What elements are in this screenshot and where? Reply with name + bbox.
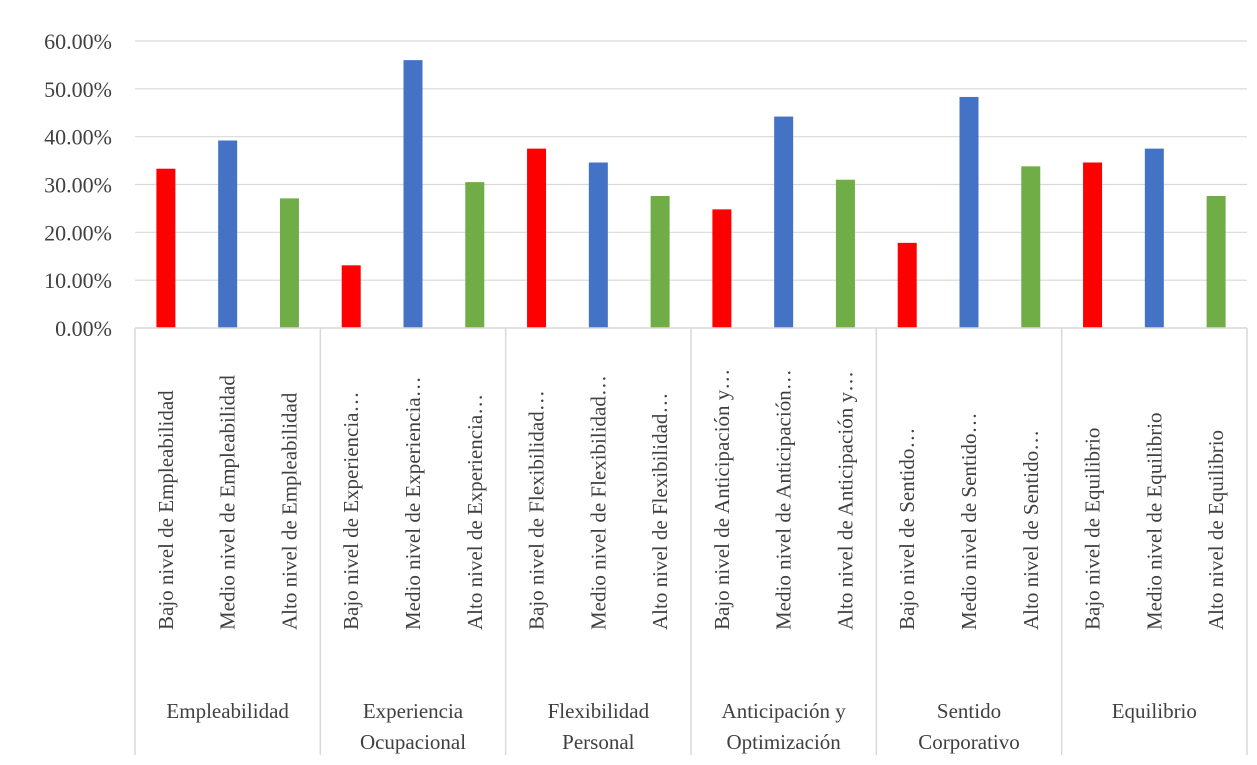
group-label: Experiencia: [363, 699, 464, 723]
y-tick-label: 0.00%: [55, 316, 112, 341]
bar-alto: [835, 179, 855, 328]
y-tick-label: 40.00%: [44, 125, 112, 150]
category-label: Alto nivel de Anticipación y…: [833, 371, 857, 630]
y-tick-label: 10.00%: [44, 268, 112, 293]
bars: [156, 60, 1226, 329]
x-axis: [134, 327, 1248, 755]
y-tick-label: 50.00%: [44, 77, 112, 102]
bar-bajo: [341, 265, 361, 328]
y-tick-label: 60.00%: [44, 29, 112, 54]
group-label: Equilibrio: [1112, 699, 1197, 723]
category-label: Medio nivel de Flexibilidad…: [586, 375, 610, 630]
y-tick-label: 30.00%: [44, 173, 112, 198]
category-label: Medio nivel de Equilibrio: [1142, 412, 1166, 630]
group-label: Optimización: [727, 730, 842, 754]
bar-medio: [403, 60, 423, 329]
group-label: Anticipación y: [722, 699, 847, 723]
group-label: Sentido: [937, 699, 1001, 723]
group-label: Empleabilidad: [166, 699, 289, 723]
category-label: Alto nivel de Equilibrio: [1204, 430, 1228, 630]
bar-medio: [218, 140, 238, 328]
category-labels: Bajo nivel de Empleabilidad Medio nivel d…: [154, 369, 1228, 630]
y-tick-label: 20.00%: [44, 220, 112, 245]
bar-bajo: [527, 148, 547, 328]
bar-alto: [1021, 166, 1041, 328]
bar-medio: [588, 162, 608, 328]
category-label: Bajo nivel de Flexibilidad…: [525, 390, 549, 630]
bar-alto: [1206, 195, 1226, 328]
bar-bajo: [712, 209, 732, 328]
category-label: Alto nivel de Sentido…: [1019, 430, 1043, 630]
category-label: Medio nivel de Sentido…: [957, 412, 981, 630]
group-labels: Empleabilidad Experiencia Ocupacional Flexi…: [166, 699, 1196, 754]
category-label: Bajo nivel de Anticipación y…: [710, 369, 734, 630]
group-label: Flexibilidad: [548, 699, 650, 723]
category-label: Medio nivel de Anticipación…: [772, 369, 796, 630]
bar-medio: [1144, 148, 1164, 328]
category-label: Bajo nivel de Sentido…: [895, 428, 919, 630]
bar-alto: [465, 182, 485, 328]
category-label: Bajo nivel de Equilibrio: [1081, 428, 1105, 630]
category-label: Bajo nivel de Experiencia…: [339, 392, 363, 631]
category-label: Alto nivel de Experiencia…: [463, 394, 487, 630]
bar-bajo: [156, 168, 176, 328]
bar-bajo: [897, 242, 917, 328]
bar-alto: [650, 195, 670, 328]
bar-alto: [279, 198, 299, 328]
group-label: Personal: [562, 730, 634, 754]
bar-bajo: [1083, 162, 1103, 328]
bar-medio: [774, 116, 794, 329]
category-label: Alto nivel de Flexibilidad…: [648, 393, 672, 630]
category-label: Bajo nivel de Empleabilidad: [154, 390, 178, 630]
bar-medio: [959, 96, 979, 328]
category-label: Medio nivel de Experiencia…: [401, 376, 425, 630]
category-label: Medio nivel de Empleabilidad: [216, 375, 240, 630]
group-label: Ocupacional: [360, 730, 466, 754]
gridlines: [135, 40, 1247, 281]
group-label: Corporativo: [918, 730, 1019, 754]
category-label: Alto nivel de Empleabilidad: [277, 392, 301, 630]
y-axis-tick-labels: 0.00% 10.00% 20.00% 30.00% 40.00% 50.00% 60.00…: [44, 29, 112, 341]
